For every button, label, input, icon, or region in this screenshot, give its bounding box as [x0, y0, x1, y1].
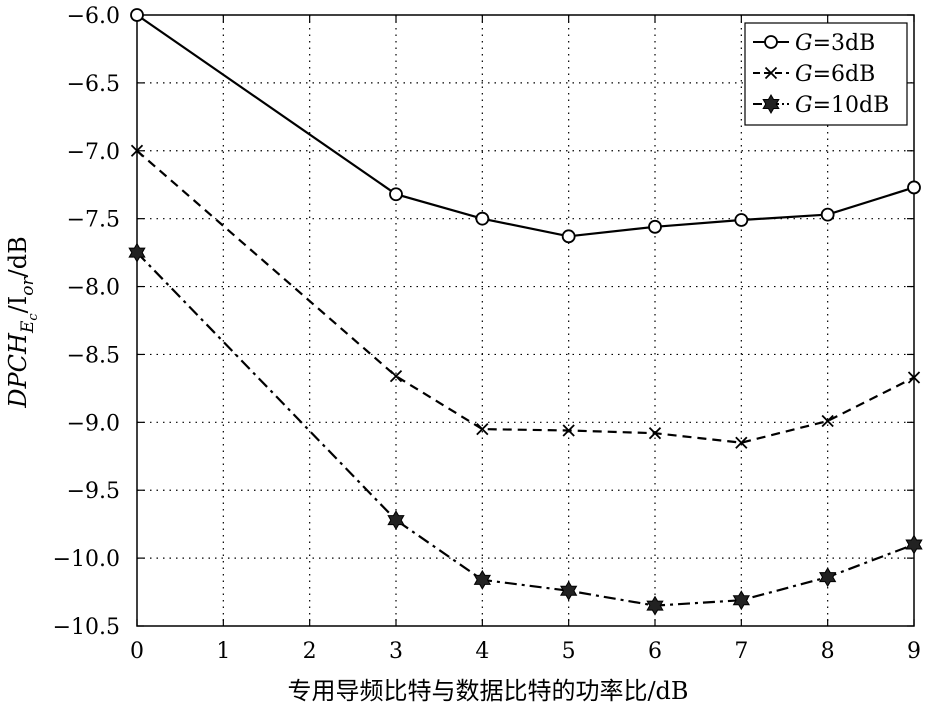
x-tick-label: 5 — [562, 639, 576, 664]
data-point — [562, 424, 575, 437]
data-point — [821, 414, 834, 428]
y-tick-label: −8.5 — [67, 343, 120, 368]
legend-label: G=3dB — [795, 31, 875, 56]
data-point — [648, 427, 662, 440]
x-tick-label: 2 — [303, 639, 317, 664]
x-marker-stroke — [562, 424, 575, 437]
x-tick-label: 0 — [130, 639, 144, 664]
y-tick-label: −7.5 — [67, 208, 120, 233]
grid-lines — [137, 15, 914, 626]
x-tick-labels: 0 1 2 3 4 5 6 7 8 9 — [130, 639, 921, 664]
y-tick-label: −9.5 — [67, 479, 120, 504]
series-group — [128, 8, 923, 616]
x-tick-label: 3 — [389, 639, 403, 664]
x-tick-label: 9 — [907, 639, 921, 664]
x-tick-label: 8 — [821, 639, 835, 664]
x-marker-stroke — [130, 144, 144, 157]
legend-marker — [764, 35, 778, 49]
legend-marker — [762, 94, 780, 114]
data-point — [735, 436, 748, 449]
data-point — [907, 371, 921, 384]
series-line — [136, 251, 915, 607]
data-point — [128, 242, 146, 263]
x-axis-label: 专用导频比特与数据比特的功率比/dB — [287, 677, 688, 705]
data-point — [130, 8, 144, 22]
x-marker-stroke — [648, 427, 662, 440]
series-1 — [130, 8, 921, 244]
y-tick-labels: −6.0 −6.5 −7.0 −7.5 −8.0 −8.5 −9.0 −9.5 −10.0 −10… — [53, 4, 120, 640]
x-marker-stroke — [907, 371, 921, 384]
legend-item: G=10dB — [753, 93, 889, 118]
data-point — [389, 187, 403, 202]
legend-label: G=10dB — [795, 93, 889, 118]
data-point — [389, 370, 403, 383]
legend: G=3dB G=6dB G=10dB — [744, 22, 908, 126]
x-tick-label: 6 — [648, 639, 662, 664]
series-line — [136, 14, 915, 238]
x-marker-stroke — [735, 436, 748, 449]
data-point — [732, 590, 750, 611]
series-line — [136, 149, 915, 444]
series-3 — [128, 242, 923, 616]
x-tick-label: 4 — [475, 639, 489, 664]
legend-item: G=6dB — [753, 62, 875, 87]
y-tick-label: −6.5 — [67, 72, 120, 97]
legend-label: G=6dB — [795, 62, 875, 87]
data-point — [648, 219, 662, 234]
y-axis-label: DPCHEc/Ior/dB — [4, 236, 41, 408]
data-point — [476, 422, 489, 436]
x-tick-label: 1 — [216, 639, 230, 664]
x-tick-label: 7 — [734, 639, 748, 664]
data-point — [907, 180, 921, 195]
series-2 — [130, 144, 921, 449]
y-tick-label: −7.0 — [67, 140, 120, 165]
legend-marker — [764, 66, 778, 80]
y-tick-label: −8.0 — [67, 276, 120, 301]
x-marker-stroke — [764, 66, 778, 80]
data-point — [646, 595, 664, 616]
data-point — [560, 580, 578, 601]
x-marker-stroke — [476, 422, 489, 436]
x-marker-stroke — [821, 414, 834, 428]
data-point — [905, 534, 923, 555]
y-tick-label: −10.5 — [53, 615, 120, 640]
data-point — [387, 510, 405, 531]
data-point — [473, 569, 491, 590]
y-tick-label: −10.0 — [53, 547, 120, 572]
data-point — [820, 207, 835, 222]
y-tick-label: −9.0 — [67, 411, 120, 436]
legend-item: G=3dB — [753, 31, 875, 56]
data-point — [130, 144, 144, 157]
x-marker-stroke — [389, 370, 403, 383]
data-point — [475, 211, 490, 226]
data-point — [819, 567, 837, 588]
y-tick-label: −6.0 — [67, 4, 120, 29]
data-point — [734, 213, 749, 227]
data-point — [561, 229, 576, 244]
plot-frame — [136, 14, 915, 627]
